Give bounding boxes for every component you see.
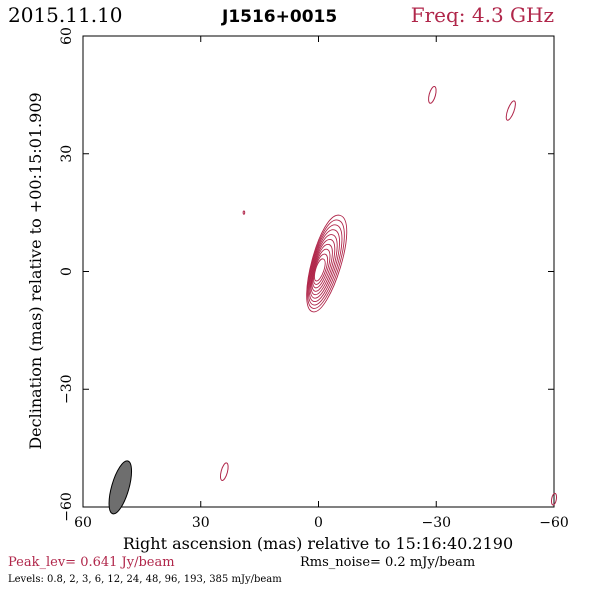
component-5 (242, 210, 246, 215)
rms-noise: Rms_noise= 0.2 mJy/beam (300, 555, 475, 570)
y-tick-label: 30 (59, 145, 75, 163)
axis-ticks (82, 35, 555, 508)
contour-level-5 (309, 234, 338, 299)
contours (219, 85, 558, 506)
contour-level-10 (313, 258, 326, 282)
x-tick-label: −60 (539, 515, 569, 531)
x-tick-labels: 60 30 0 −30 −60 (74, 515, 569, 531)
contour-level-9 (313, 253, 329, 285)
contour-level-2 (307, 219, 345, 309)
plot-frame (82, 35, 555, 508)
contour-level-4 (308, 229, 340, 302)
contour-level-6 (310, 239, 336, 296)
y-tick-labels: 60 30 0 −30 −60 (59, 27, 75, 522)
beam-ellipse (108, 460, 133, 515)
contour-level-3 (308, 224, 343, 306)
x-tick-label: 60 (74, 515, 92, 531)
y-tick-label: 60 (59, 27, 75, 45)
source-name: J1516+0015 (221, 7, 337, 27)
contour-level-8 (312, 248, 331, 289)
y-axis-label: Declination (mas) relative to +00:15:01.… (26, 92, 45, 449)
y-tick-label: −30 (59, 374, 75, 404)
x-tick-label: 30 (192, 515, 210, 531)
x-tick-label: 0 (314, 515, 323, 531)
contour-levels: Levels: 0.8, 2, 3, 6, 12, 24, 48, 96, 19… (8, 574, 282, 585)
contour-level-7 (311, 244, 333, 292)
peak-level: Peak_lev= 0.641 Jy/beam (8, 555, 175, 570)
x-axis-label: Right ascension (mas) relative to 15:16:… (123, 534, 513, 553)
component-4 (550, 492, 558, 506)
component-1 (428, 85, 437, 104)
observation-date: 2015.11.10 (8, 3, 123, 27)
y-tick-label: −60 (59, 492, 75, 522)
frequency-label: Freq: 4.3 GHz (411, 3, 554, 27)
beam-shape (108, 460, 133, 515)
component-2 (505, 100, 516, 121)
x-tick-label: −30 (421, 515, 451, 531)
contour-level-1 (306, 214, 348, 313)
component-3 (219, 462, 229, 481)
y-tick-label: 0 (59, 267, 75, 276)
